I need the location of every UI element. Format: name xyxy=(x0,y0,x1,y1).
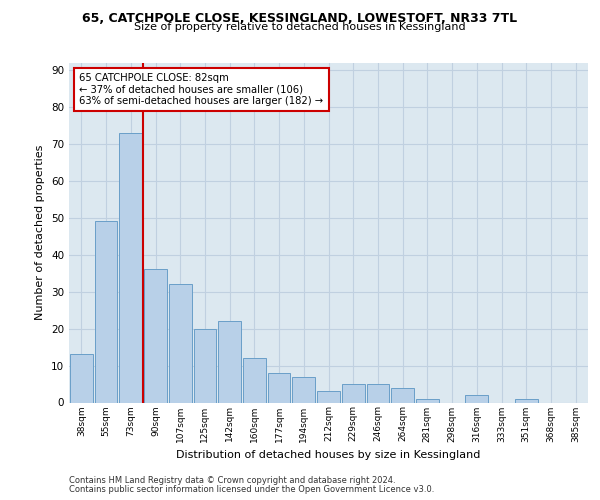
Bar xyxy=(144,270,167,402)
Bar xyxy=(70,354,93,403)
Bar xyxy=(466,395,488,402)
Bar xyxy=(391,388,414,402)
Bar xyxy=(367,384,389,402)
Bar xyxy=(416,399,439,402)
Text: Size of property relative to detached houses in Kessingland: Size of property relative to detached ho… xyxy=(134,22,466,32)
Text: 65 CATCHPOLE CLOSE: 82sqm
← 37% of detached houses are smaller (106)
63% of semi: 65 CATCHPOLE CLOSE: 82sqm ← 37% of detac… xyxy=(79,72,323,106)
Bar xyxy=(268,373,290,402)
X-axis label: Distribution of detached houses by size in Kessingland: Distribution of detached houses by size … xyxy=(176,450,481,460)
Y-axis label: Number of detached properties: Number of detached properties xyxy=(35,145,46,320)
Bar xyxy=(169,284,191,403)
Bar xyxy=(342,384,365,402)
Bar xyxy=(218,321,241,402)
Bar xyxy=(194,328,216,402)
Text: 65, CATCHPOLE CLOSE, KESSINGLAND, LOWESTOFT, NR33 7TL: 65, CATCHPOLE CLOSE, KESSINGLAND, LOWEST… xyxy=(82,12,518,26)
Bar xyxy=(515,399,538,402)
Bar xyxy=(119,132,142,402)
Text: Contains HM Land Registry data © Crown copyright and database right 2024.: Contains HM Land Registry data © Crown c… xyxy=(69,476,395,485)
Bar xyxy=(95,222,118,402)
Text: Contains public sector information licensed under the Open Government Licence v3: Contains public sector information licen… xyxy=(69,485,434,494)
Bar xyxy=(243,358,266,403)
Bar xyxy=(292,376,315,402)
Bar xyxy=(317,392,340,402)
